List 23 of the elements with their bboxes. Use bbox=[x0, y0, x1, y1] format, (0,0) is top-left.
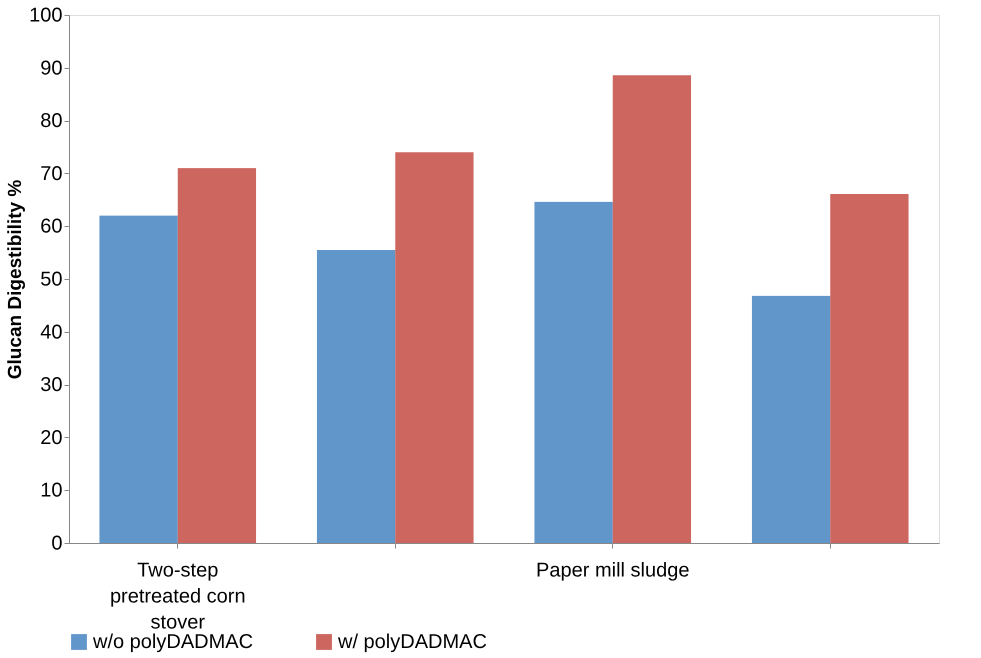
y-tick-label: 80 bbox=[40, 110, 62, 132]
y-tick-label: 60 bbox=[40, 216, 62, 238]
y-axis-title: Glucan Digestibility % bbox=[5, 180, 26, 380]
bar bbox=[178, 168, 256, 543]
y-tick-label: 90 bbox=[40, 57, 62, 80]
bar bbox=[395, 152, 474, 543]
bar bbox=[752, 296, 830, 543]
y-tick-label: 40 bbox=[40, 321, 62, 344]
y-tick-label: 100 bbox=[29, 4, 62, 26]
x-tick-label: Paper mill sludge bbox=[536, 560, 690, 582]
y-tick-label: 10 bbox=[40, 480, 62, 502]
bar bbox=[612, 75, 692, 543]
y-tick-label: 30 bbox=[40, 374, 62, 396]
bar bbox=[534, 202, 613, 543]
y-tick-label: 0 bbox=[51, 532, 62, 554]
legend-label: w/o polyDADMAC bbox=[92, 631, 254, 653]
y-tick-label: 70 bbox=[40, 162, 62, 185]
legend-label: w/ polyDADMAC bbox=[337, 631, 487, 653]
bar bbox=[316, 250, 396, 543]
bar bbox=[99, 216, 178, 543]
bar bbox=[830, 194, 909, 543]
y-tick-label: 50 bbox=[40, 268, 62, 290]
y-tick-label: 20 bbox=[40, 426, 62, 449]
